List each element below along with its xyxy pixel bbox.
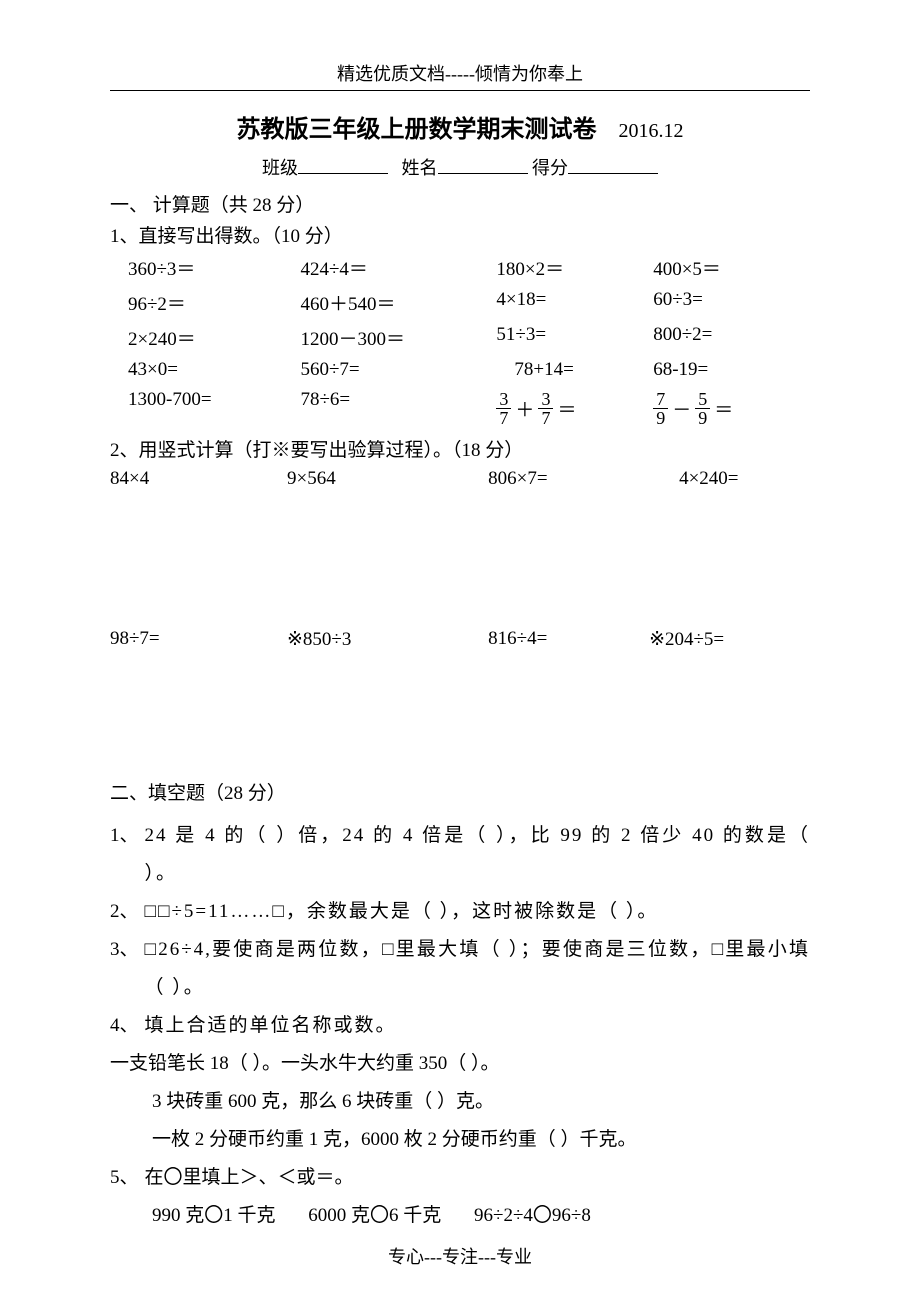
frac-num: 3 — [496, 390, 511, 409]
compare-item: 990 克〇1 千克 — [152, 1197, 276, 1235]
calc-grid: 360÷3＝ 424÷4＝ 180×2＝ 400×5＝ 96÷2＝ 460＋54… — [110, 254, 810, 427]
fill-q1: 1、 24 是 4 的（ ）倍，24 的 4 倍是（ ），比 99 的 2 倍少… — [110, 817, 810, 893]
compare-item: 96÷2÷4〇96÷8 — [474, 1197, 591, 1235]
header-slogan: 精选优质文档-----倾情为你奉上 — [110, 60, 810, 91]
calc-cell: 180×2＝ — [496, 254, 653, 281]
calc-cell: 4×18= — [496, 289, 653, 316]
q-text: 填上合适的单位名称或数。 — [145, 1007, 810, 1045]
fill-q3: 3、 □26÷4,要使商是两位数，□里最大填（ ）；要使商是三位数，□里最小填（… — [110, 931, 810, 1007]
calc-cell: 1300-700= — [128, 389, 300, 427]
workspace — [110, 659, 810, 769]
calc-cell: 4×240= — [649, 468, 810, 490]
calc-cell: 1200－300＝ — [300, 324, 496, 351]
q-text: 24 是 4 的（ ）倍，24 的 4 倍是（ ），比 99 的 2 倍少 40… — [145, 817, 810, 893]
class-label: 班级 — [262, 158, 298, 178]
fraction: 5 9 — [695, 390, 710, 427]
frac-num: 3 — [538, 390, 553, 409]
calc-cell: 78÷6= — [300, 389, 496, 427]
q-number: 5、 — [110, 1159, 145, 1197]
q-number: 3、 — [110, 931, 145, 1007]
q4-line2: 3 块砖重 600 克，那么 6 块砖重（ ）克。 — [110, 1083, 810, 1121]
q4-line3: 一枚 2 分硬币约重 1 克，6000 枚 2 分硬币约重（ ）千克。 — [110, 1121, 810, 1159]
calc-cell: ※850÷3 — [287, 628, 488, 651]
class-blank — [298, 155, 388, 174]
calc-cell: 7 9 － 5 9 ＝ — [653, 389, 810, 427]
exam-title: 苏教版三年级上册数学期末测试卷 — [237, 117, 597, 143]
section1-heading: 一、 计算题（共 28 分） — [110, 190, 810, 217]
calc-cell: 9×564 — [287, 468, 488, 490]
section2-heading: 二、填空题（28 分） — [110, 775, 810, 813]
calc-cell: 96÷2＝ — [128, 289, 300, 316]
calc-cell: 68-19= — [653, 359, 810, 381]
calc-cell: 98÷7= — [110, 628, 287, 651]
calc-cell: 400×5＝ — [653, 254, 810, 281]
calc-cell: 78+14= — [496, 359, 653, 381]
calc-cell: 51÷3= — [496, 324, 653, 351]
exam-date: 2016.12 — [619, 120, 684, 142]
name-blank — [438, 155, 528, 174]
frac-op: ＋ — [515, 395, 534, 422]
q4-line1: 一支铅笔长 18（ ）。一头水牛大约重 350（ ）。 — [110, 1045, 810, 1083]
frac-eq: ＝ — [557, 395, 576, 422]
fraction: 3 7 — [496, 390, 511, 427]
fill-q5: 5、 在〇里填上＞、＜或＝。 — [110, 1159, 810, 1197]
fill-q4: 4、 填上合适的单位名称或数。 — [110, 1007, 810, 1045]
score-label: 得分 — [532, 158, 568, 178]
page: 精选优质文档-----倾情为你奉上 苏教版三年级上册数学期末测试卷 2016.1… — [0, 0, 920, 1309]
title-row: 苏教版三年级上册数学期末测试卷 2016.12 — [110, 109, 810, 144]
calc-cell: 806×7= — [488, 468, 649, 490]
frac-eq: ＝ — [714, 395, 733, 422]
q-number: 4、 — [110, 1007, 145, 1045]
compare-item: 6000 克〇6 千克 — [308, 1197, 441, 1235]
vertical-row1: 84×4 9×564 806×7= 4×240= — [110, 468, 810, 490]
q-number: 2、 — [110, 893, 145, 931]
q-text: □□÷5=11……□，余数最大是（ ），这时被除数是（ ）。 — [145, 893, 810, 931]
name-label: 姓名 — [402, 158, 438, 178]
frac-den: 7 — [496, 409, 511, 427]
q1-label: 1、直接写出得数。（10 分） — [110, 221, 810, 248]
calc-cell: 3 7 ＋ 3 7 ＝ — [496, 389, 653, 427]
q-text: 在〇里填上＞、＜或＝。 — [145, 1159, 810, 1197]
fraction: 7 9 — [653, 390, 668, 427]
q-text: □26÷4,要使商是两位数，□里最大填（ ）；要使商是三位数，□里最小填（ ）。 — [145, 931, 810, 1007]
frac-den: 9 — [653, 409, 668, 427]
info-row: 班级 姓名 得分 — [110, 154, 810, 180]
frac-num: 5 — [695, 390, 710, 409]
calc-cell: 43×0= — [128, 359, 300, 381]
calc-cell: 84×4 — [110, 468, 287, 490]
calc-cell: 2×240＝ — [128, 324, 300, 351]
frac-den: 9 — [695, 409, 710, 427]
calc-cell: 60÷3= — [653, 289, 810, 316]
calc-cell: 360÷3＝ — [128, 254, 300, 281]
calc-cell: 460＋540＝ — [300, 289, 496, 316]
frac-num: 7 — [653, 390, 668, 409]
vertical-row2: 98÷7= ※850÷3 816÷4= ※204÷5= — [110, 628, 810, 651]
footer-slogan: 专心---专注---专业 — [110, 1243, 810, 1269]
q2-label: 2、用竖式计算（打※要写出验算过程）。（18 分） — [110, 435, 810, 462]
frac-op: － — [672, 395, 691, 422]
score-blank — [568, 155, 658, 174]
q-number: 1、 — [110, 817, 145, 893]
fill-q2: 2、 □□÷5=11……□，余数最大是（ ），这时被除数是（ ）。 — [110, 893, 810, 931]
calc-cell: 800÷2= — [653, 324, 810, 351]
q5-compare: 990 克〇1 千克 6000 克〇6 千克 96÷2÷4〇96÷8 — [110, 1197, 810, 1235]
calc-cell: 560÷7= — [300, 359, 496, 381]
calc-cell: ※204÷5= — [649, 628, 810, 651]
fraction: 3 7 — [538, 390, 553, 427]
frac-den: 7 — [538, 409, 553, 427]
calc-cell: 816÷4= — [488, 628, 649, 651]
calc-cell: 424÷4＝ — [300, 254, 496, 281]
workspace — [110, 498, 810, 628]
